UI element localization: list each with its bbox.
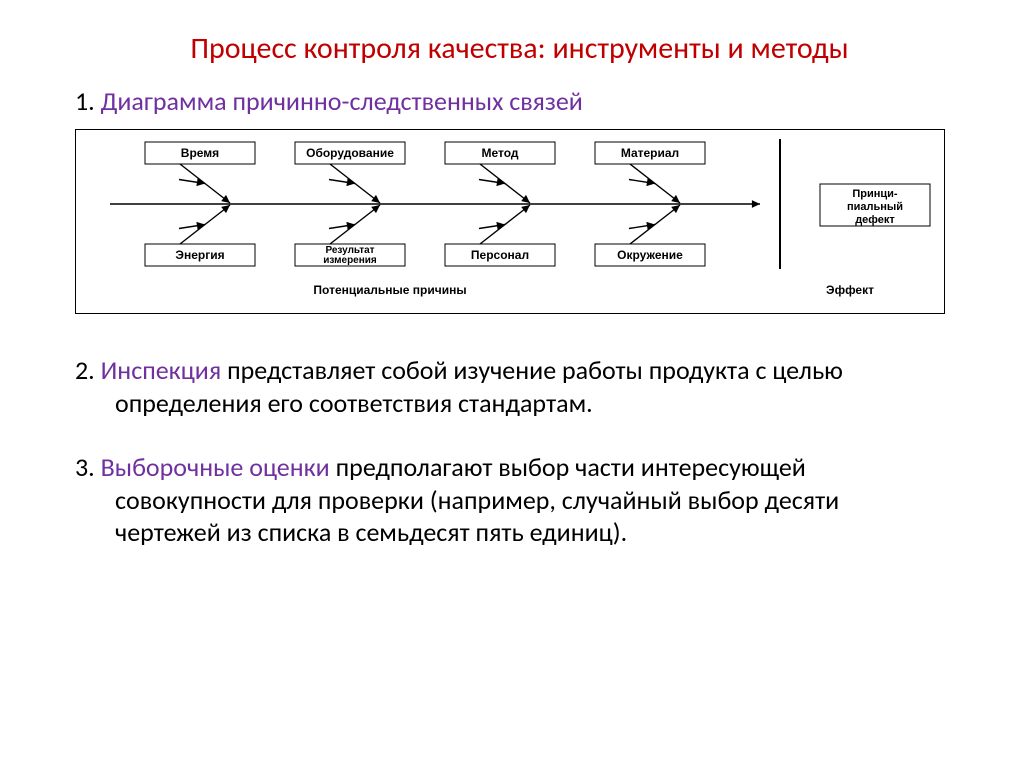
item-2-number: 2. [75, 354, 101, 386]
svg-text:измерения: измерения [323, 255, 377, 266]
svg-text:Энергия: Энергия [175, 248, 224, 262]
item-1-number: 1. [75, 85, 101, 117]
item-1-label: Диаграмма причинно-следственных связей [101, 85, 583, 117]
svg-text:Метод: Метод [481, 146, 518, 160]
item-1-heading: 1. Диаграмма причинно-следственных связе… [75, 85, 964, 117]
svg-text:Принци-: Принци- [852, 188, 898, 200]
svg-text:Персонал: Персонал [471, 248, 529, 262]
item-2-label: Инспекция [101, 354, 222, 386]
item-3-paragraph: 3. Выборочные оценки предполагают выбор … [75, 451, 964, 549]
item-3-number: 3. [75, 451, 101, 483]
fishbone-diagram: ВремяЭнергияОборудованиеРезультатизмерен… [75, 129, 945, 314]
svg-text:Потенциальные причины: Потенциальные причины [313, 283, 466, 297]
item-2-text: представляет собой изучение работы проду… [115, 354, 843, 419]
svg-text:Время: Время [181, 146, 219, 160]
item-3-label: Выборочные оценки [101, 451, 330, 483]
item-2-paragraph: 2. Инспекция представляет собой изучение… [75, 354, 964, 419]
svg-text:Оборудование: Оборудование [306, 146, 394, 160]
svg-text:дефект: дефект [855, 214, 895, 226]
svg-text:пиальный: пиальный [847, 201, 903, 213]
slide: Процесс контроля качества: инструменты и… [0, 0, 1024, 767]
fishbone-svg: ВремяЭнергияОборудованиеРезультатизмерен… [80, 134, 940, 304]
svg-text:Материал: Материал [621, 146, 679, 160]
page-title: Процесс контроля качества: инструменты и… [75, 30, 964, 67]
svg-text:Окружение: Окружение [617, 248, 683, 262]
svg-text:Эффект: Эффект [826, 283, 874, 297]
